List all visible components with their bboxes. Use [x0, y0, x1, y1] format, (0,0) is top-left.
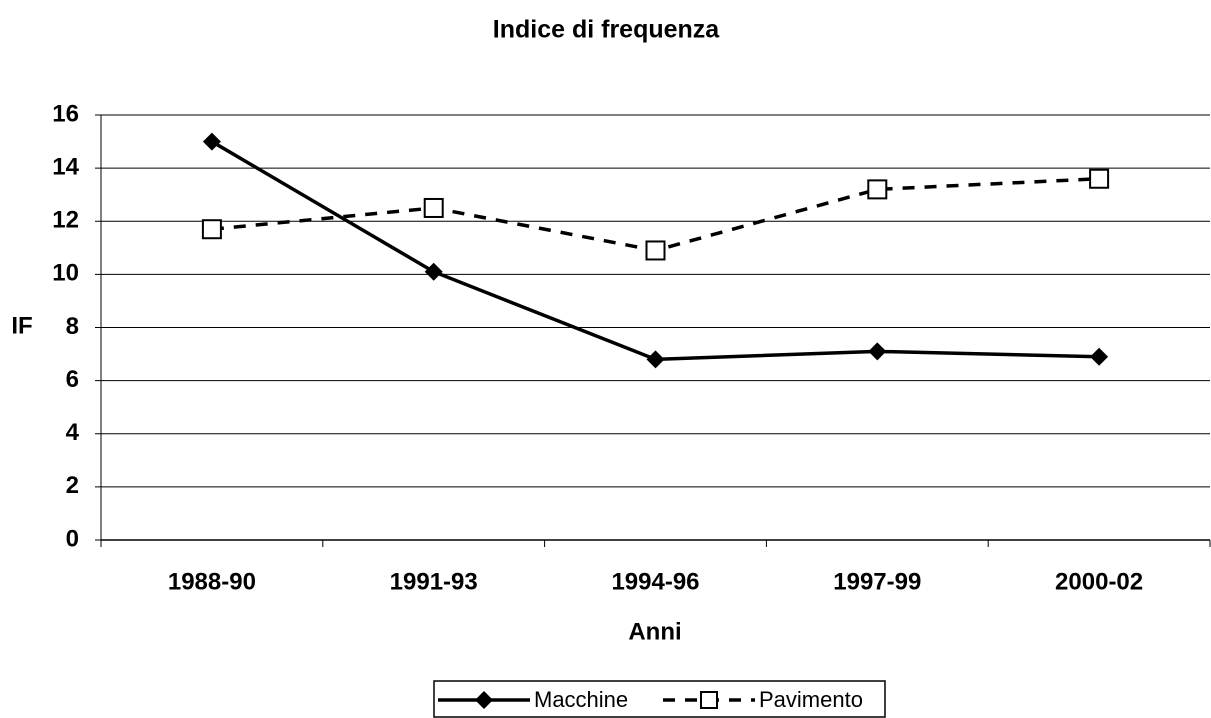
point: [1090, 347, 1109, 366]
y-tick-label: 12: [52, 207, 79, 234]
y-tick-label: 8: [66, 313, 79, 340]
y-tick-label: 0: [66, 525, 79, 552]
y-tick-label: 10: [52, 260, 79, 287]
point: [201, 219, 222, 240]
point: [423, 197, 444, 218]
legend-marker: [700, 691, 718, 709]
y-axis-label: IF: [11, 312, 32, 339]
point: [646, 350, 665, 369]
y-tick-label: 14: [52, 153, 79, 180]
x-tick-label: 1997-99: [833, 568, 921, 595]
legend-label: Macchine: [534, 687, 628, 712]
point: [645, 240, 666, 261]
x-tick-label: 1991-93: [390, 568, 478, 595]
x-tick-label: 2000-02: [1055, 568, 1143, 595]
chart-title: Indice di frequenza: [493, 16, 721, 44]
series-line: [211, 177, 1100, 253]
y-tick-label: 4: [66, 419, 80, 446]
x-axis-label: Anni: [628, 618, 681, 645]
x-tick-label: 1988-90: [168, 568, 256, 595]
y-tick-label: 16: [52, 100, 79, 127]
x-tick-label: 1994-96: [611, 568, 699, 595]
point: [424, 262, 443, 281]
point: [1089, 168, 1110, 189]
point: [868, 342, 887, 361]
legend-label: Pavimento: [759, 687, 863, 712]
y-tick-label: 6: [66, 366, 79, 393]
legend-marker: [475, 691, 493, 709]
point: [867, 179, 888, 200]
point: [202, 132, 221, 151]
y-tick-label: 2: [66, 472, 79, 499]
